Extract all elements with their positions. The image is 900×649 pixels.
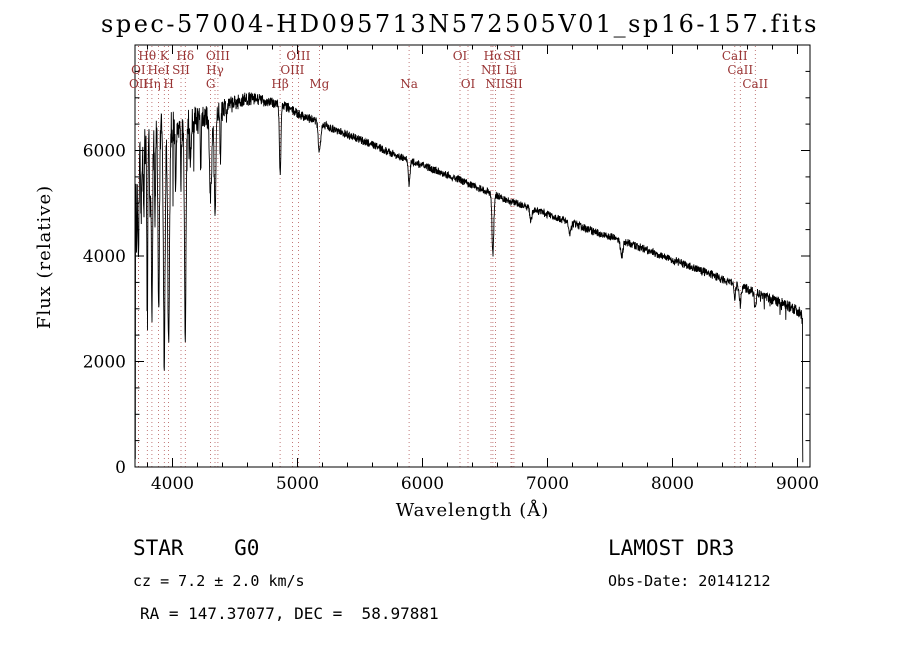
spectral-marker-label: SII xyxy=(172,63,190,77)
spectral-marker-label: Hη xyxy=(143,77,161,91)
spectral-marker-label: H xyxy=(163,77,173,91)
x-tick-label: 5000 xyxy=(276,474,319,494)
spectral-marker-label: Li xyxy=(505,63,517,77)
spectral-marker-label: OIII xyxy=(286,49,310,63)
y-tick-label: 6000 xyxy=(83,142,126,162)
spectral-marker-label: HeI xyxy=(147,63,170,77)
x-axis-title: Wavelength (Å) xyxy=(395,500,550,521)
plot-title: spec-57004-HD095713N572505V01_sp16-157.f… xyxy=(101,10,819,38)
spectral-marker-label: OIII xyxy=(280,63,304,77)
spectral-marker-label: Hγ xyxy=(206,63,224,77)
spectral-marker-label: OI xyxy=(461,77,476,91)
spectral-marker-label: Hα xyxy=(484,49,503,63)
spectral-marker-label: Hδ xyxy=(176,49,194,63)
spectrum-trace xyxy=(134,92,804,463)
spectral-marker-label: Hβ xyxy=(271,77,288,91)
spectral-marker-label: CaII xyxy=(727,63,753,77)
x-tick-label: 6000 xyxy=(401,474,444,494)
spectral-marker-label: Mg xyxy=(309,77,329,91)
spectral-marker-label: Na xyxy=(400,77,418,91)
observation-date: Obs-Date: 20141212 xyxy=(608,572,771,590)
x-tick-label: 7000 xyxy=(526,474,569,494)
survey-name: LAMOST DR3 xyxy=(608,536,735,560)
radial-velocity: cz = 7.2 ± 2.0 km/s xyxy=(133,572,305,590)
spectral-marker-label: CaII xyxy=(742,77,768,91)
spectral-marker-label: K xyxy=(160,49,170,63)
y-tick-label: 0 xyxy=(115,458,126,478)
spectral-marker-label: OI xyxy=(453,49,468,63)
y-tick-label: 4000 xyxy=(83,247,126,267)
x-tick-label: 9000 xyxy=(776,474,819,494)
spectral-marker-label: NII xyxy=(485,77,505,91)
object-classification: STAR G0 xyxy=(133,536,260,560)
y-tick-label: 2000 xyxy=(83,353,126,373)
spectral-marker-label: OIII xyxy=(206,49,230,63)
x-tick-label: 4000 xyxy=(151,474,194,494)
x-tick-label: 8000 xyxy=(651,474,694,494)
spectral-marker-label: NII xyxy=(481,63,501,77)
spectral-marker-label: Hθ xyxy=(138,49,156,63)
spectral-marker-label: OI xyxy=(131,63,146,77)
spectral-marker-label: CaII xyxy=(722,49,748,63)
spectral-marker-label: SII xyxy=(505,77,523,91)
spectral-marker-label: OII xyxy=(129,77,149,91)
spectral-marker-label: SII xyxy=(503,49,521,63)
coordinates: RA = 147.37077, DEC = 58.97881 xyxy=(140,604,439,623)
spectral-marker-label: G xyxy=(206,77,216,91)
